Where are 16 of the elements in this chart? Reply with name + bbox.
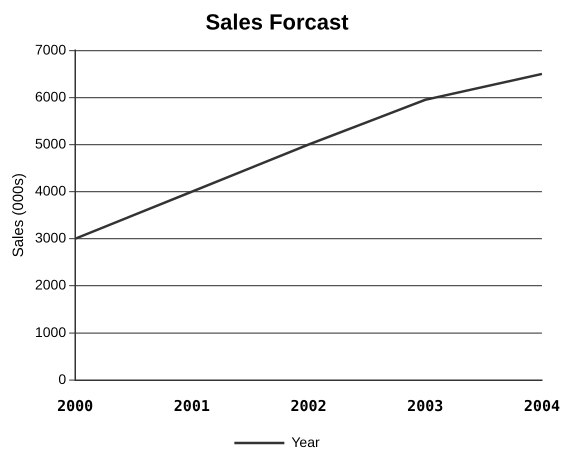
x-tick-label: 2003 (407, 396, 444, 415)
y-tick-label: 2000 (34, 276, 66, 293)
x-tick-label: 2004 (524, 396, 560, 415)
chart-title: Sales Forcast (205, 9, 350, 34)
y-tick-label: 0 (58, 370, 66, 387)
legend-label: Year (291, 434, 320, 450)
y-tick-label: 1000 (34, 324, 66, 340)
y-tick-label: 3000 (34, 230, 66, 246)
y-axis-title: Sales (000s) (10, 173, 28, 258)
y-tick-label: 5000 (34, 135, 66, 152)
x-tick-label: 2001 (174, 396, 210, 415)
y-tick-label: 4000 (34, 182, 66, 199)
y-tick-label: 6000 (34, 88, 66, 104)
x-tick-label: 2002 (290, 396, 327, 415)
y-tick-label: 7000 (34, 41, 66, 58)
x-tick-label: 2000 (57, 396, 94, 415)
